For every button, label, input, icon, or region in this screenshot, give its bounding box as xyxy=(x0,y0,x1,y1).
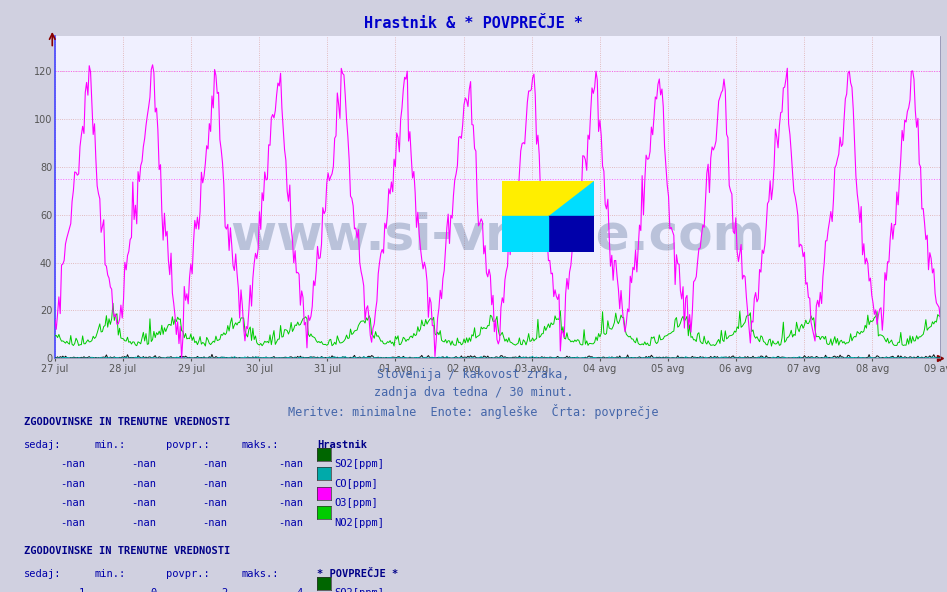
Text: sedaj:: sedaj: xyxy=(24,440,62,450)
Text: Hrastnik: Hrastnik xyxy=(317,440,367,450)
Text: povpr.:: povpr.: xyxy=(166,569,209,579)
Text: povpr.:: povpr.: xyxy=(166,440,209,450)
Text: -nan: -nan xyxy=(61,459,85,469)
Text: -nan: -nan xyxy=(61,498,85,509)
Bar xyxy=(548,216,594,252)
Text: 1: 1 xyxy=(79,588,85,592)
Text: -nan: -nan xyxy=(278,498,303,509)
Text: -nan: -nan xyxy=(278,479,303,489)
Text: -nan: -nan xyxy=(278,518,303,528)
Text: ZGODOVINSKE IN TRENUTNE VREDNOSTI: ZGODOVINSKE IN TRENUTNE VREDNOSTI xyxy=(24,417,230,427)
Text: -nan: -nan xyxy=(132,479,156,489)
Text: -nan: -nan xyxy=(203,518,227,528)
Text: CO[ppm]: CO[ppm] xyxy=(334,479,378,489)
Text: SO2[ppm]: SO2[ppm] xyxy=(334,459,384,469)
Text: 4: 4 xyxy=(296,588,303,592)
Text: min.:: min.: xyxy=(95,440,126,450)
Text: 2: 2 xyxy=(221,588,227,592)
Text: Slovenija / kakovost zraka,: Slovenija / kakovost zraka, xyxy=(377,368,570,381)
Text: -nan: -nan xyxy=(203,459,227,469)
Polygon shape xyxy=(502,181,594,252)
Text: maks.:: maks.: xyxy=(241,569,279,579)
Text: www.si-vreme.com: www.si-vreme.com xyxy=(230,211,765,259)
Text: zadnja dva tedna / 30 minut.: zadnja dva tedna / 30 minut. xyxy=(374,386,573,399)
Bar xyxy=(502,216,548,252)
Text: 0: 0 xyxy=(150,588,156,592)
Text: -nan: -nan xyxy=(132,498,156,509)
Text: -nan: -nan xyxy=(203,498,227,509)
Text: NO2[ppm]: NO2[ppm] xyxy=(334,518,384,528)
Text: -nan: -nan xyxy=(61,518,85,528)
Text: -nan: -nan xyxy=(61,479,85,489)
Polygon shape xyxy=(502,181,594,252)
Text: -nan: -nan xyxy=(278,459,303,469)
Text: Hrastnik & * POVPREČJE *: Hrastnik & * POVPREČJE * xyxy=(364,16,583,31)
Text: ZGODOVINSKE IN TRENUTNE VREDNOSTI: ZGODOVINSKE IN TRENUTNE VREDNOSTI xyxy=(24,546,230,556)
Text: O3[ppm]: O3[ppm] xyxy=(334,498,378,509)
Text: min.:: min.: xyxy=(95,569,126,579)
Text: -nan: -nan xyxy=(132,459,156,469)
Text: maks.:: maks.: xyxy=(241,440,279,450)
Text: -nan: -nan xyxy=(203,479,227,489)
Text: * POVPREČJE *: * POVPREČJE * xyxy=(317,569,399,579)
Text: -nan: -nan xyxy=(132,518,156,528)
Text: sedaj:: sedaj: xyxy=(24,569,62,579)
Text: Meritve: minimalne  Enote: angleške  Črta: povprečje: Meritve: minimalne Enote: angleške Črta:… xyxy=(288,404,659,419)
Text: SO2[ppm]: SO2[ppm] xyxy=(334,588,384,592)
